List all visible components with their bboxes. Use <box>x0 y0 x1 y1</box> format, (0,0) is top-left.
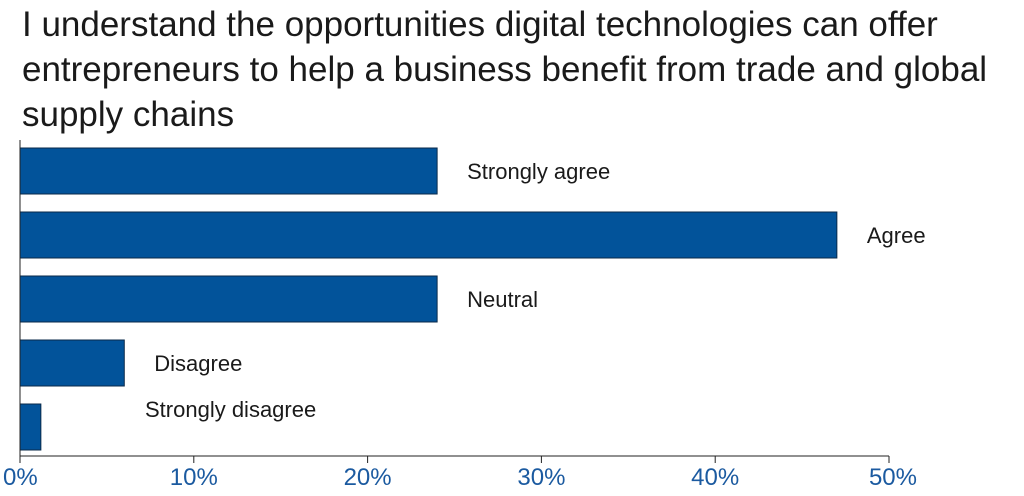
x-tick-label: 0% <box>3 464 38 491</box>
x-tick-label: 10% <box>170 464 218 491</box>
bar-label-disagree: Disagree <box>154 351 242 376</box>
x-tick-label: 30% <box>517 464 565 491</box>
bar-label-strongly-agree: Strongly agree <box>467 159 610 184</box>
x-tick-label: 20% <box>344 464 392 491</box>
x-tick-label: 50% <box>869 464 917 491</box>
chart-title: I understand the opportunities digital t… <box>22 5 988 134</box>
bar-label-agree: Agree <box>867 223 926 248</box>
bar-label-strongly-disagree: Strongly disagree <box>145 397 316 422</box>
x-axis: 0% 10% 20% 30% 40% 50% <box>3 140 917 491</box>
bar-agree <box>19 211 838 259</box>
bar-neutral <box>19 275 438 323</box>
bar-label-neutral: Neutral <box>467 287 538 312</box>
bar-strongly-agree <box>19 147 438 195</box>
bar-labels-group: Strongly agree Agree Neutral Disagree Strong… <box>145 159 926 422</box>
bars-group <box>19 147 838 451</box>
bar-disagree <box>19 339 125 387</box>
x-tick-label: 40% <box>691 464 739 491</box>
bar-strongly-disagree <box>19 403 42 451</box>
